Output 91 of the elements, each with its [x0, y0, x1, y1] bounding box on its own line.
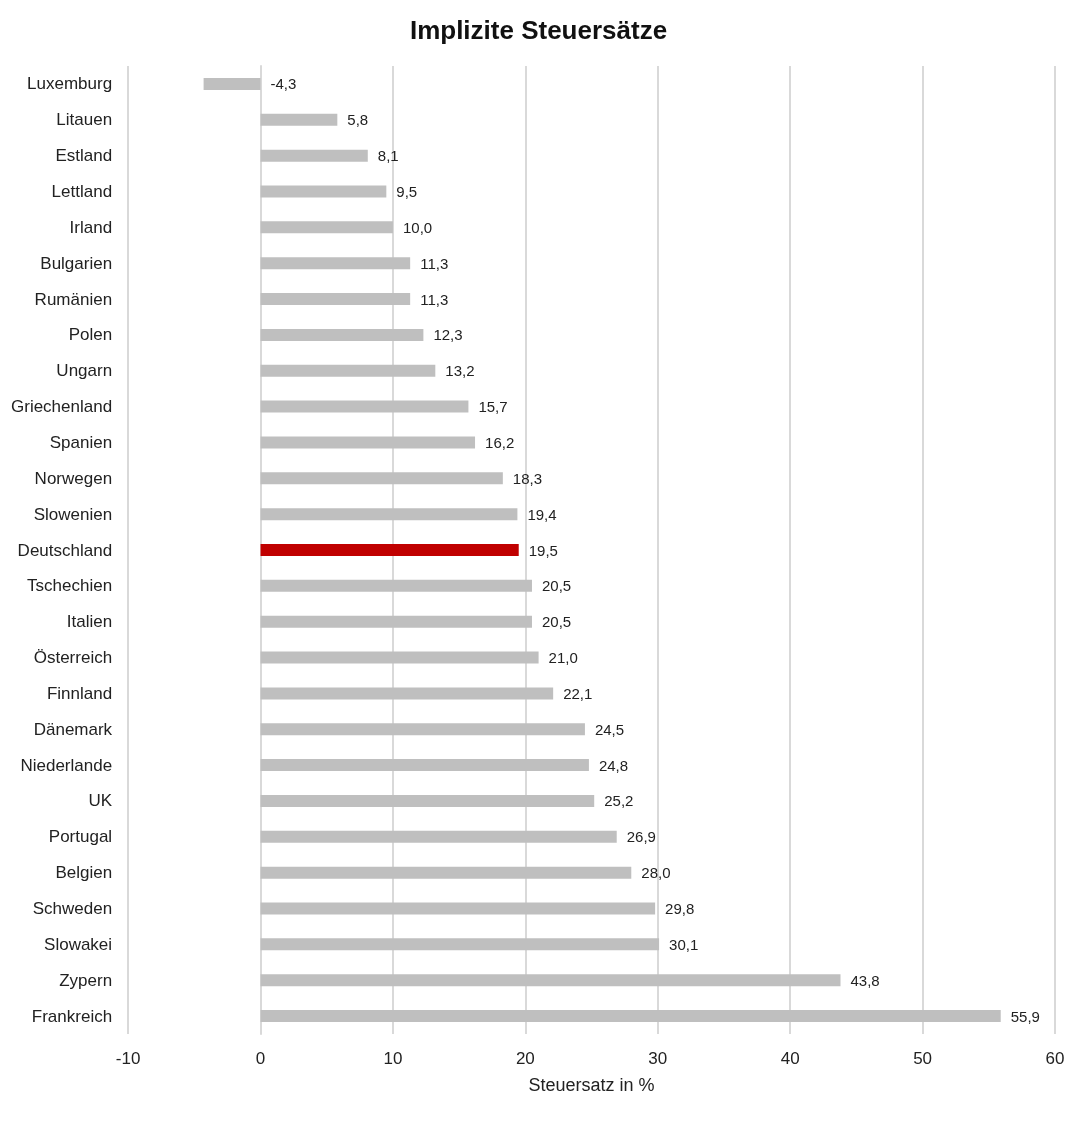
bar	[260, 830, 617, 843]
y-tick-label: Dänemark	[33, 719, 113, 739]
bar	[260, 723, 585, 736]
data-label: 30,1	[669, 935, 699, 953]
data-label: 10,0	[402, 218, 433, 236]
y-tick-label: Österreich	[33, 648, 113, 668]
data-label: 28,0	[641, 864, 671, 882]
bar	[260, 113, 338, 126]
bar	[260, 328, 424, 341]
y-tick-label: Polen	[68, 325, 113, 345]
data-label: 25,2	[604, 792, 634, 810]
bar	[260, 974, 841, 987]
x-tick-label: 20	[515, 1049, 535, 1068]
y-tick-label: Niederlande	[20, 755, 113, 775]
data-label: 15,7	[478, 398, 508, 416]
x-tick-label: 30	[648, 1049, 668, 1068]
bar	[260, 794, 595, 807]
y-tick-label: Deutschland	[17, 540, 113, 560]
data-label: 19,4	[527, 505, 557, 523]
y-tick-label: Ungarn	[56, 361, 113, 381]
bar	[260, 257, 411, 270]
x-tick-label: 10	[383, 1049, 403, 1068]
data-label: 12,3	[433, 326, 463, 344]
y-tick-label: Portugal	[48, 827, 113, 847]
bar	[260, 579, 532, 592]
y-tick-label: Slowenien	[33, 504, 113, 524]
y-tick-label: Griechenland	[11, 397, 113, 417]
data-label: -4,3	[270, 75, 297, 93]
data-label: 55,9	[1010, 1007, 1040, 1025]
y-tick-label: Schweden	[32, 899, 113, 919]
y-tick-label: Zypern	[59, 970, 113, 990]
data-label: 24,5	[594, 720, 625, 738]
data-label: 20,5	[541, 577, 572, 595]
data-label: 22,1	[563, 684, 593, 702]
y-tick-label: Norwegen	[34, 468, 113, 488]
y-tick-label: Finnland	[46, 683, 113, 703]
bar	[260, 759, 589, 772]
x-axis-title: Steuersatz in %	[528, 1075, 655, 1095]
y-tick-label: Irland	[69, 217, 113, 237]
bar	[260, 221, 393, 234]
bar	[260, 615, 532, 628]
y-tick-label: Italien	[66, 612, 113, 632]
bar	[260, 364, 436, 377]
x-tick-label: 60	[1045, 1049, 1065, 1068]
bar	[260, 293, 411, 306]
data-label: 19,5	[528, 541, 558, 559]
data-label: 26,9	[626, 828, 656, 846]
bar	[260, 149, 368, 162]
x-tick-label: -10	[115, 1049, 141, 1068]
chart-title: Implizite Steuersätze	[409, 15, 668, 45]
data-label: 5,8	[347, 111, 369, 129]
y-tick-label: UK	[88, 791, 113, 811]
data-label: 11,3	[420, 254, 449, 272]
y-tick-label: Tschechien	[27, 576, 113, 596]
y-tick-label: Rumänien	[34, 289, 113, 309]
bar	[260, 400, 469, 413]
y-tick-label: Litauen	[56, 110, 113, 130]
data-label: 29,8	[665, 900, 695, 918]
bar	[260, 687, 554, 700]
data-label: 13,2	[445, 362, 475, 380]
bar	[260, 185, 387, 198]
bar	[260, 508, 518, 521]
data-label: 43,8	[850, 971, 880, 989]
y-tick-label: Slowakei	[44, 934, 113, 954]
y-tick-label: Bulgarien	[40, 253, 113, 273]
data-label: 9,5	[396, 182, 418, 200]
bar	[260, 544, 519, 556]
bar	[260, 938, 660, 951]
data-label: 16,2	[485, 433, 515, 451]
bar	[260, 866, 632, 879]
bar	[260, 472, 503, 485]
y-tick-label: Spanien	[49, 432, 113, 452]
data-label: 11,3	[420, 290, 449, 308]
bar	[260, 651, 539, 664]
y-tick-label: Lettland	[51, 181, 113, 201]
data-label: 18,3	[512, 469, 543, 487]
x-tick-label: 50	[913, 1049, 933, 1068]
data-label: 20,5	[541, 613, 572, 631]
bar	[260, 902, 656, 915]
x-tick-label: 0	[255, 1049, 266, 1068]
data-label: 24,8	[598, 756, 629, 774]
bar	[260, 1010, 1001, 1023]
y-tick-label: Estland	[55, 146, 113, 166]
data-label: 8,1	[377, 147, 399, 165]
y-tick-label: Frankreich	[31, 1006, 113, 1026]
y-tick-label: Luxemburg	[27, 74, 113, 94]
bar	[203, 77, 261, 90]
y-tick-label: Belgien	[55, 863, 113, 883]
x-tick-label: 40	[780, 1049, 800, 1068]
bar	[260, 436, 476, 449]
data-label: 21,0	[548, 649, 578, 667]
